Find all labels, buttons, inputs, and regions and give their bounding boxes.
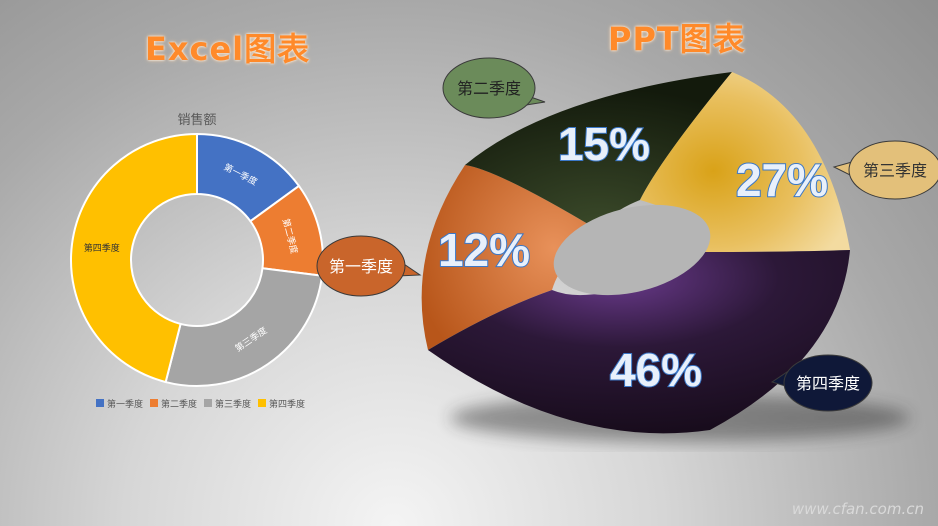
callout-bubble	[316, 235, 406, 297]
ppt-slice-4	[428, 250, 850, 434]
callout-bubble	[442, 57, 536, 119]
excel-chart-title: 销售额	[177, 112, 216, 128]
legend-label: 第一季度	[107, 398, 143, 410]
excel-slice-4	[70, 132, 198, 384]
ppt-callout-3: 第三季度	[832, 140, 938, 200]
callout-label: 第二季度	[457, 79, 521, 98]
legend-label: 第三季度	[215, 398, 251, 410]
ppt-callout-2: 第二季度	[442, 57, 546, 119]
callout-bubble	[848, 140, 938, 200]
callout-label: 第一季度	[329, 257, 393, 276]
ppt-slice-1	[421, 165, 598, 350]
legend-swatch	[96, 399, 104, 407]
excel-slice-label: 第四季度	[84, 242, 120, 254]
ppt-callout-4: 第四季度	[770, 354, 873, 412]
legend-swatch	[204, 399, 212, 407]
ppt-donut-hole	[553, 204, 711, 296]
ppt-data-label: 46%	[610, 344, 702, 396]
ppt-data-label: 15%	[558, 118, 650, 170]
ppt-data-label: 27%	[736, 154, 828, 206]
ppt-slice-3	[640, 72, 850, 252]
watermark: www.cfan.com.cn	[791, 500, 924, 518]
ppt-slice-2	[465, 72, 732, 230]
callout-label: 第三季度	[863, 161, 927, 180]
legend-label: 第四季度	[269, 398, 305, 410]
callout-bubble	[783, 354, 873, 412]
legend-swatch	[150, 399, 158, 407]
legend-label: 第二季度	[161, 398, 197, 410]
excel-slice-3	[164, 267, 324, 387]
ppt-heading: PPT图表	[608, 20, 746, 58]
ppt-callout-1: 第一季度	[316, 235, 422, 297]
ppt-data-label: 12%	[438, 224, 530, 276]
excel-heading: Excel图表	[145, 30, 311, 68]
callout-label: 第四季度	[796, 374, 860, 393]
legend-swatch	[258, 399, 266, 407]
